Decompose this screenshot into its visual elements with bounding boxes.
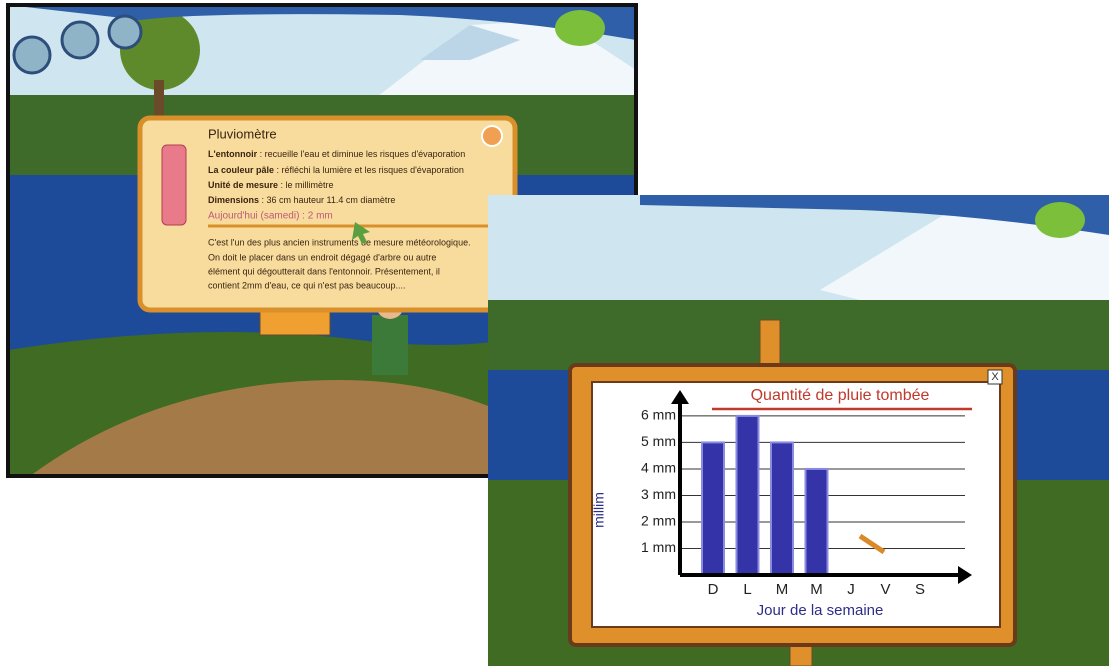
y-tick-label: 5 mm bbox=[641, 433, 676, 449]
y-tick-label: 1 mm bbox=[641, 539, 676, 555]
sign bbox=[259, 309, 331, 336]
info-text: : 36 cm hauteur 11.4 cm diamètre bbox=[259, 195, 395, 205]
cursor bbox=[352, 222, 370, 244]
icon-button[interactable] bbox=[60, 20, 100, 60]
close-button[interactable] bbox=[481, 125, 503, 147]
x-tick-label: J bbox=[847, 581, 855, 598]
info-label: Unité de mesure bbox=[208, 180, 278, 190]
info-description: On doit le placer dans un endroit dégagé… bbox=[208, 252, 436, 262]
info-line: La couleur pâle : réfléchi la lumière et… bbox=[208, 165, 464, 175]
info-line: Dimensions : 36 cm hauteur 11.4 cm diamè… bbox=[208, 195, 395, 205]
bar bbox=[804, 467, 829, 576]
pencil bbox=[858, 533, 886, 555]
x-axis-label: Jour de la semaine bbox=[757, 602, 884, 619]
info-description: contient 2mm d'eau, ce qui n'est pas bea… bbox=[208, 280, 406, 290]
post bbox=[759, 319, 781, 371]
character bbox=[372, 315, 408, 375]
info-description: élément qui dégoutterait dans l'entonnoi… bbox=[208, 266, 440, 276]
frog bbox=[1035, 202, 1085, 238]
frog bbox=[555, 10, 605, 46]
x-tick-label: V bbox=[880, 581, 890, 598]
chart-title: Quantité de pluie tombée bbox=[751, 387, 930, 404]
x-tick-label: L bbox=[743, 581, 751, 598]
x-tick-label: S bbox=[915, 581, 925, 598]
info-text: : le millimètre bbox=[278, 180, 334, 190]
x-tick-label: M bbox=[810, 581, 823, 598]
board bbox=[591, 381, 1001, 628]
rain-gauge bbox=[161, 144, 187, 226]
y-tick-label: 4 mm bbox=[641, 460, 676, 476]
info-label: Dimensions bbox=[208, 195, 259, 205]
y-axis-arrow bbox=[671, 390, 689, 404]
hill bbox=[488, 300, 1109, 370]
info-line: Unité de mesure : le millimètre bbox=[208, 180, 334, 190]
info-line: L'entonnoir : recueille l'eau et diminue… bbox=[208, 149, 465, 159]
bar bbox=[770, 441, 794, 577]
info-text: : recueille l'eau et diminue les risques… bbox=[257, 149, 465, 159]
y-tick-label: 2 mm bbox=[641, 513, 676, 529]
y-tick-label: 3 mm bbox=[641, 486, 676, 502]
close-button[interactable] bbox=[987, 369, 1003, 385]
x-tick-label: D bbox=[708, 581, 719, 598]
info-label: L'entonnoir bbox=[208, 149, 258, 159]
info-today: Aujourd'hui (samedi) : 2 mm bbox=[208, 211, 333, 222]
icon-button[interactable] bbox=[107, 14, 143, 50]
y-tick-label: 6 mm bbox=[641, 407, 676, 423]
info-description: C'est l'un des plus ancien instruments d… bbox=[208, 237, 471, 247]
x-axis-arrow bbox=[958, 566, 972, 584]
info-label: La couleur pâle bbox=[208, 165, 274, 175]
top-border bbox=[8, 5, 636, 40]
y-axis-label: millim bbox=[591, 492, 607, 528]
bar bbox=[701, 441, 725, 577]
path bbox=[30, 380, 560, 476]
mountain-shade bbox=[420, 25, 520, 60]
bar bbox=[735, 414, 760, 576]
right-screen: X bbox=[488, 195, 1109, 667]
top-border bbox=[488, 195, 1109, 235]
info-title: Pluviomètre bbox=[208, 126, 277, 141]
mountain bbox=[820, 200, 1109, 310]
x-tick-label: M bbox=[776, 581, 789, 598]
close-label: X bbox=[991, 371, 999, 383]
trunk bbox=[154, 80, 164, 120]
icon-button[interactable] bbox=[12, 35, 52, 75]
info-text: : réfléchi la lumière et les risques d'é… bbox=[274, 165, 464, 175]
